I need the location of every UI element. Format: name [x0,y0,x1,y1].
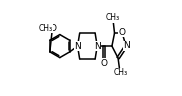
Text: CH₃: CH₃ [106,13,120,22]
Text: N: N [94,42,101,51]
Text: O: O [49,24,56,33]
Text: O: O [100,59,107,68]
Text: O: O [119,28,126,37]
Text: N: N [124,41,130,50]
Text: N: N [74,42,81,51]
Text: CH₃: CH₃ [114,68,128,77]
Text: CH₃: CH₃ [39,24,53,33]
